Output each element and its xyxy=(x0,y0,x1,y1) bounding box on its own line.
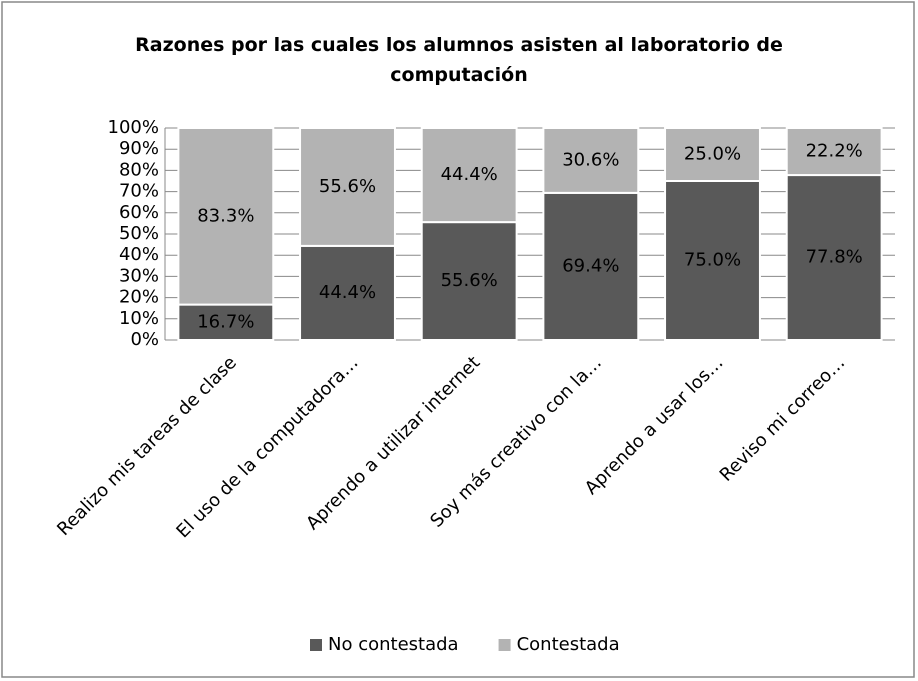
y-tick-label: 90% xyxy=(119,138,159,159)
data-label: 44.4% xyxy=(319,282,376,303)
data-label: 77.8% xyxy=(806,247,863,268)
data-label: 22.2% xyxy=(806,141,863,162)
data-label: 55.6% xyxy=(319,176,376,197)
y-tick-label: 80% xyxy=(119,159,159,180)
x-tick-label: Reviso mi correo… xyxy=(716,352,850,486)
bar-segment xyxy=(177,127,275,306)
y-tick-label: 40% xyxy=(119,244,159,265)
bar-segment xyxy=(299,127,396,247)
legend-label: Contestada xyxy=(517,634,620,655)
y-tick-label: 10% xyxy=(119,308,159,329)
legend-label: No contestada xyxy=(328,634,459,655)
bar-segment xyxy=(420,221,518,342)
y-tick-label: 60% xyxy=(119,202,159,223)
y-tick-label: 50% xyxy=(119,223,159,244)
bar-segment xyxy=(785,127,883,177)
data-label: 16.7% xyxy=(197,311,254,332)
legend-swatch xyxy=(310,639,322,651)
data-label: 75.0% xyxy=(684,250,741,271)
legend-swatch xyxy=(498,639,511,651)
data-label: 25.0% xyxy=(684,144,741,165)
x-tick-label: Aprendo a usar los… xyxy=(581,352,728,499)
data-label: 30.6% xyxy=(562,149,619,170)
bar-segment xyxy=(420,127,518,224)
y-tick-label: 30% xyxy=(119,265,159,286)
data-label: 55.6% xyxy=(441,270,498,291)
y-tick-label: 0% xyxy=(130,329,159,350)
y-tick-label: 20% xyxy=(119,287,159,308)
data-label: 83.3% xyxy=(197,205,254,226)
bar-segment xyxy=(664,127,761,182)
y-tick-label: 100% xyxy=(108,117,159,138)
bar-segment xyxy=(177,303,275,342)
y-tick-label: 70% xyxy=(119,181,159,202)
bar-segment xyxy=(542,127,640,194)
data-label: 44.4% xyxy=(441,164,498,185)
bar-segment xyxy=(664,180,761,341)
data-label: 69.4% xyxy=(562,255,619,276)
chart-title: Razones por las cuales los alumnos asist… xyxy=(135,34,783,86)
